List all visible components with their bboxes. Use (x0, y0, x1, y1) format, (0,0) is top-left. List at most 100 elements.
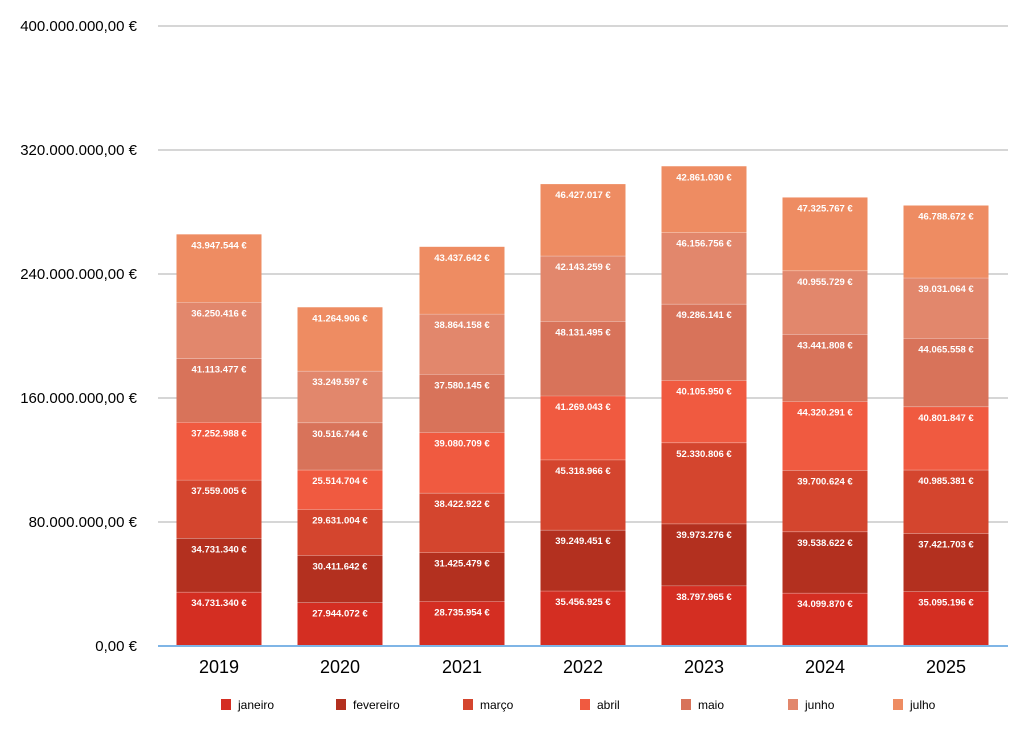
data-label: 25.514.704 € (312, 476, 368, 487)
data-label: 39.249.451 € (555, 536, 611, 547)
data-label: 41.264.906 € (312, 313, 368, 324)
y-tick-label: 80.000.000,00 € (29, 514, 138, 531)
bar-segment (903, 591, 989, 646)
data-label: 28.735.954 € (434, 607, 490, 618)
bar-segment (903, 406, 989, 471)
legend-label: fevereiro (353, 698, 400, 712)
bar-segment (297, 555, 383, 603)
data-label: 52.330.806 € (676, 449, 732, 460)
bar-segment (661, 585, 747, 646)
x-tick-label: 2020 (320, 657, 360, 677)
bar-segment (903, 470, 989, 534)
bar-segment (297, 307, 383, 372)
bar-segment (176, 592, 262, 646)
data-label: 43.441.808 € (797, 340, 853, 351)
bars-layer: 34.731.340 € 34.731.340 € 37.559.005 € 37.2… (176, 166, 989, 646)
data-label: 40.955.729 € (797, 277, 853, 288)
data-label: 31.425.479 € (434, 559, 490, 570)
bar-segment (903, 278, 989, 339)
data-label: 30.516.744 € (312, 429, 368, 440)
y-tick-label: 240.000.000,00 € (20, 266, 137, 283)
data-label: 44.320.291 € (797, 408, 853, 419)
data-label: 33.249.597 € (312, 377, 368, 388)
bar-segment (176, 538, 262, 593)
bar-segment (540, 321, 626, 396)
y-tick-label: 320.000.000,00 € (20, 142, 137, 159)
bar-segment (176, 422, 262, 481)
data-label: 48.131.495 € (555, 327, 611, 338)
bar-segment (297, 470, 383, 510)
legend-swatch (788, 699, 798, 710)
bar-segment (661, 442, 747, 524)
legend-label: maio (698, 698, 724, 712)
legend-swatch (221, 699, 231, 710)
bar-segment (176, 234, 262, 303)
data-label: 42.861.030 € (676, 172, 732, 183)
data-label: 41.269.043 € (555, 402, 611, 413)
bar-segment (297, 371, 383, 423)
legend: janeiro fevereiro março abril maio junho julho (221, 698, 936, 712)
data-label: 34.731.340 € (191, 598, 247, 609)
legend-swatch (463, 699, 473, 710)
bar-segment (661, 523, 747, 586)
data-label: 40.985.381 € (918, 476, 974, 487)
legend-swatch (893, 699, 903, 710)
data-label: 39.080.709 € (434, 439, 490, 450)
legend-label: março (480, 698, 514, 712)
y-tick-label: 0,00 € (95, 638, 137, 655)
bar-segment (419, 552, 505, 602)
legend-label: junho (804, 698, 835, 712)
bar-segment (782, 593, 868, 646)
data-label: 37.580.145 € (434, 380, 490, 391)
data-label: 45.318.966 € (555, 466, 611, 477)
data-label: 37.252.988 € (191, 428, 247, 439)
axis-layer: 0,00 € 80.000.000,00 € 160.000.000,00 € 240… (20, 18, 1008, 677)
data-label: 40.105.950 € (676, 387, 732, 398)
x-tick-label: 2022 (563, 657, 603, 677)
data-label: 46.788.672 € (918, 212, 974, 223)
data-label: 46.427.017 € (555, 190, 611, 201)
data-label: 43.437.642 € (434, 253, 490, 264)
data-label: 41.113.477 € (192, 365, 248, 376)
data-label: 27.944.072 € (312, 609, 368, 620)
x-tick-label: 2021 (442, 657, 482, 677)
data-label: 29.631.004 € (312, 516, 368, 527)
legend-swatch (681, 699, 691, 710)
bar-segment (661, 380, 747, 443)
bar-segment (782, 401, 868, 471)
data-label: 35.456.925 € (555, 597, 611, 608)
legend-swatch (336, 699, 346, 710)
data-label: 39.538.622 € (797, 538, 853, 549)
bar-segment (297, 509, 383, 556)
data-label: 46.156.756 € (676, 239, 732, 250)
x-tick-label: 2019 (199, 657, 239, 677)
bar-segment (903, 205, 989, 279)
data-label: 42.143.259 € (555, 262, 611, 273)
legend-label: julho (909, 698, 936, 712)
bar-segment (540, 256, 626, 322)
x-tick-label: 2024 (805, 657, 845, 677)
legend-label: janeiro (237, 698, 274, 712)
bar-segment (540, 395, 626, 460)
x-tick-label: 2023 (684, 657, 724, 677)
bar-segment (419, 374, 505, 433)
bar-segment (782, 334, 868, 402)
data-label: 34.731.340 € (191, 544, 247, 555)
bar-segment (661, 232, 747, 305)
data-label: 47.325.767 € (797, 203, 853, 214)
data-label: 39.031.064 € (918, 284, 974, 295)
data-label: 39.700.624 € (797, 476, 853, 487)
data-label: 37.559.005 € (191, 486, 247, 497)
bar-segment (419, 493, 505, 553)
bar-segment (661, 166, 747, 233)
x-tick-label: 2025 (926, 657, 966, 677)
data-label: 40.801.847 € (918, 413, 974, 424)
data-label: 38.864.158 € (434, 320, 490, 331)
bar-segment (419, 601, 505, 646)
bar-segment (782, 470, 868, 532)
bar-segment (419, 314, 505, 375)
bar-segment (297, 602, 383, 646)
data-label: 34.099.870 € (797, 599, 853, 610)
bar-segment (782, 197, 868, 271)
